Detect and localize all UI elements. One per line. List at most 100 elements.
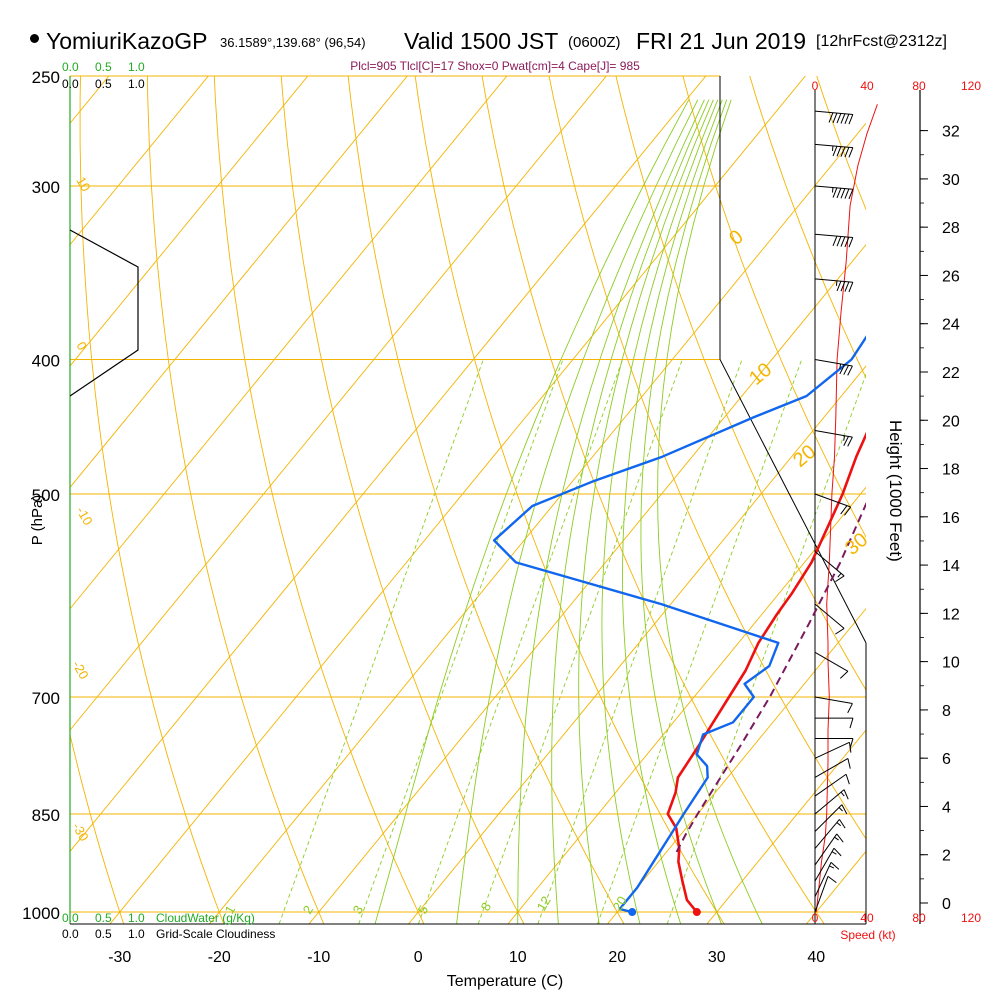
barb-flag bbox=[833, 847, 842, 857]
cloud-scale-tick-label: 0.0 bbox=[62, 60, 79, 74]
pressure-tick-label: 1000 bbox=[22, 904, 60, 923]
wind-barb bbox=[814, 804, 848, 832]
barb-flag bbox=[830, 861, 840, 870]
speed-tick-label: 40 bbox=[860, 79, 874, 93]
height-tick-label: 24 bbox=[942, 317, 960, 334]
cloud-scale-tick-label: 0.0 bbox=[62, 77, 79, 91]
cloudiness-tick-label: 0.0 bbox=[62, 927, 79, 941]
temperature-line bbox=[666, 431, 866, 913]
dry-adiabat-line bbox=[615, 76, 866, 691]
height-tick-label: 8 bbox=[942, 703, 951, 720]
barb-flag bbox=[828, 112, 834, 123]
barb-staff bbox=[814, 819, 840, 849]
height-tick-label: 2 bbox=[942, 848, 951, 865]
valid-time: Valid 1500 JST bbox=[404, 28, 559, 54]
height-tick-label: 20 bbox=[942, 413, 960, 430]
dry-adiabat-label: 30 bbox=[841, 529, 872, 560]
barb-flag bbox=[836, 281, 842, 292]
isotherm-line bbox=[70, 76, 209, 246]
wind-barb bbox=[814, 833, 844, 866]
moist-adiabat-line bbox=[517, 99, 705, 924]
axis-labels: 0246810121416182022242628303225030040050… bbox=[22, 60, 981, 990]
barb-flag bbox=[849, 738, 854, 749]
cloudiness-profile bbox=[69, 229, 139, 397]
temperature-tick-label: 30 bbox=[708, 949, 726, 966]
wind-barb bbox=[814, 429, 853, 447]
height-tick-label: 22 bbox=[942, 365, 960, 382]
barb-flag bbox=[839, 670, 849, 679]
barb-flag bbox=[844, 506, 852, 516]
x-axis-title: Temperature (C) bbox=[447, 973, 563, 990]
pressure-tick-label: 700 bbox=[32, 689, 60, 708]
isotherm-line bbox=[70, 76, 309, 367]
barb-flag bbox=[844, 281, 850, 292]
parcel-line bbox=[675, 501, 866, 853]
height-tick-label: 18 bbox=[942, 462, 960, 479]
wind-barb bbox=[814, 847, 842, 882]
dry-adiabat-label: 0 bbox=[725, 226, 748, 250]
temperature-tick-label: 20 bbox=[608, 949, 626, 966]
barb-half-flag bbox=[843, 435, 846, 441]
wind-barb bbox=[814, 651, 849, 679]
forecast-run: [12hrFcst@2312z] bbox=[816, 33, 947, 50]
wind-barb bbox=[815, 717, 854, 729]
barb-flag bbox=[839, 364, 845, 375]
height-tick-label: 12 bbox=[942, 606, 960, 623]
wind-barb bbox=[814, 185, 854, 200]
barb-flag bbox=[844, 188, 850, 199]
wind-barb bbox=[814, 143, 854, 158]
cloud-water-tick-label: 1.0 bbox=[128, 911, 145, 925]
temperature-tick-label: 40 bbox=[807, 949, 825, 966]
surface-temperature-dot bbox=[692, 908, 701, 917]
barb-flag bbox=[847, 365, 853, 376]
barb-flag bbox=[840, 505, 848, 515]
barb-staff bbox=[814, 185, 853, 190]
barb-staff bbox=[814, 804, 843, 832]
pressure-tick-label: 300 bbox=[32, 178, 60, 197]
barb-flag bbox=[832, 187, 838, 198]
barb-flag bbox=[843, 365, 849, 375]
moist-adiabat-line bbox=[640, 99, 728, 924]
barb-flag bbox=[848, 147, 854, 158]
barb-staff bbox=[814, 741, 850, 759]
temperature-tick-label: 10 bbox=[509, 949, 527, 966]
barb-flag bbox=[848, 282, 854, 293]
barb-half-flag bbox=[837, 573, 842, 578]
barb-staff bbox=[814, 429, 853, 438]
dry-adiabat-line bbox=[213, 76, 425, 924]
dry-adiabat-line bbox=[682, 76, 866, 538]
wind-barb bbox=[814, 819, 846, 849]
barb-half-flag bbox=[834, 836, 839, 841]
barb-flag bbox=[849, 717, 854, 729]
barb-flag bbox=[832, 112, 838, 123]
mixing-ratio-label: 5 bbox=[415, 903, 432, 917]
barb-flag bbox=[843, 436, 849, 446]
wind-barb bbox=[814, 358, 853, 376]
wind-barb bbox=[814, 603, 845, 635]
cloudiness-tick-label: 0.5 bbox=[95, 927, 112, 941]
wind-barb bbox=[814, 278, 854, 293]
isotherm-label: -30 bbox=[69, 820, 91, 844]
barb-staff bbox=[814, 651, 849, 672]
height-tick-label: 32 bbox=[942, 124, 960, 141]
barb-staff bbox=[814, 110, 853, 115]
wind-barbs bbox=[814, 110, 854, 913]
barb-flag bbox=[839, 819, 846, 829]
barb-flag bbox=[835, 627, 845, 635]
barb-staff bbox=[814, 358, 853, 367]
dry-adiabat-lines bbox=[70, 76, 866, 924]
barb-staff bbox=[814, 233, 853, 239]
site-marker-icon bbox=[30, 34, 39, 43]
wind-barb bbox=[814, 741, 852, 759]
dry-adiabat-line bbox=[749, 76, 866, 379]
wind-barb bbox=[814, 758, 851, 778]
isotherm-line bbox=[706, 729, 866, 924]
cloud-scale-tick-label: 0.5 bbox=[95, 77, 112, 91]
height-tick-label: 28 bbox=[942, 220, 960, 237]
mixing-ratio-line bbox=[278, 359, 484, 924]
dry-adiabat-line bbox=[347, 76, 625, 924]
barb-flag bbox=[836, 833, 844, 843]
mixing-ratio-line bbox=[597, 359, 803, 924]
barb-flag bbox=[840, 281, 846, 292]
barb-flag bbox=[836, 236, 842, 247]
